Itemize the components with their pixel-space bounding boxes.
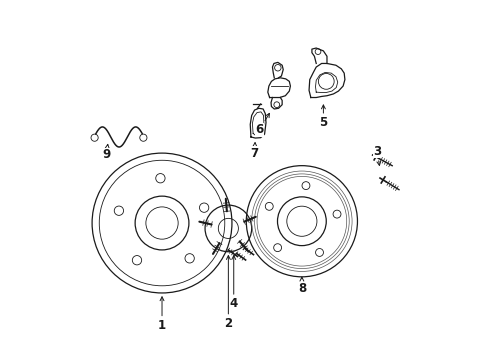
- Text: 4: 4: [229, 256, 237, 310]
- Text: 1: 1: [158, 297, 166, 332]
- Text: 8: 8: [297, 277, 305, 295]
- Text: 5: 5: [319, 105, 327, 129]
- Text: 7: 7: [250, 143, 258, 159]
- Text: 9: 9: [102, 144, 110, 161]
- Text: 2: 2: [224, 256, 232, 330]
- Text: 6: 6: [255, 113, 269, 136]
- Text: 3: 3: [372, 145, 381, 166]
